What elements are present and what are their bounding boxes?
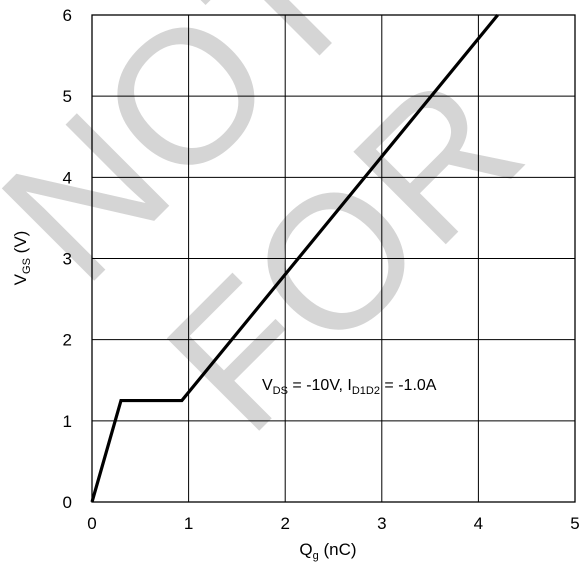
y-tick-label: 2 [63,331,72,350]
plot-frame [91,14,576,503]
x-axis-label: Qg (nC) [299,540,356,562]
y-tick-label: 1 [63,412,72,431]
y-tick-label: 3 [63,250,72,269]
series-layer [90,13,499,503]
x-tick-label: 2 [280,514,289,533]
y-tick-label: 0 [63,493,72,512]
x-tick-label: 3 [377,514,386,533]
gate-charge-curve [90,13,499,503]
y-tick-label: 4 [63,168,72,187]
y-tick-labels: 0 1 2 3 4 5 6 [63,6,72,512]
y-tick-label: 6 [63,6,72,25]
x-tick-label: 4 [474,514,483,533]
x-tick-label: 1 [184,514,193,533]
x-tick-label: 5 [570,514,579,533]
test-condition-annotation: VDS = -10V, ID1D2 = -1.0A [262,377,437,397]
y-axis-label: VGS (V) [11,231,33,286]
x-tick-labels: 0 1 2 3 4 5 [87,514,579,533]
x-tick-label: 0 [87,514,96,533]
y-tick-label: 5 [63,87,72,106]
